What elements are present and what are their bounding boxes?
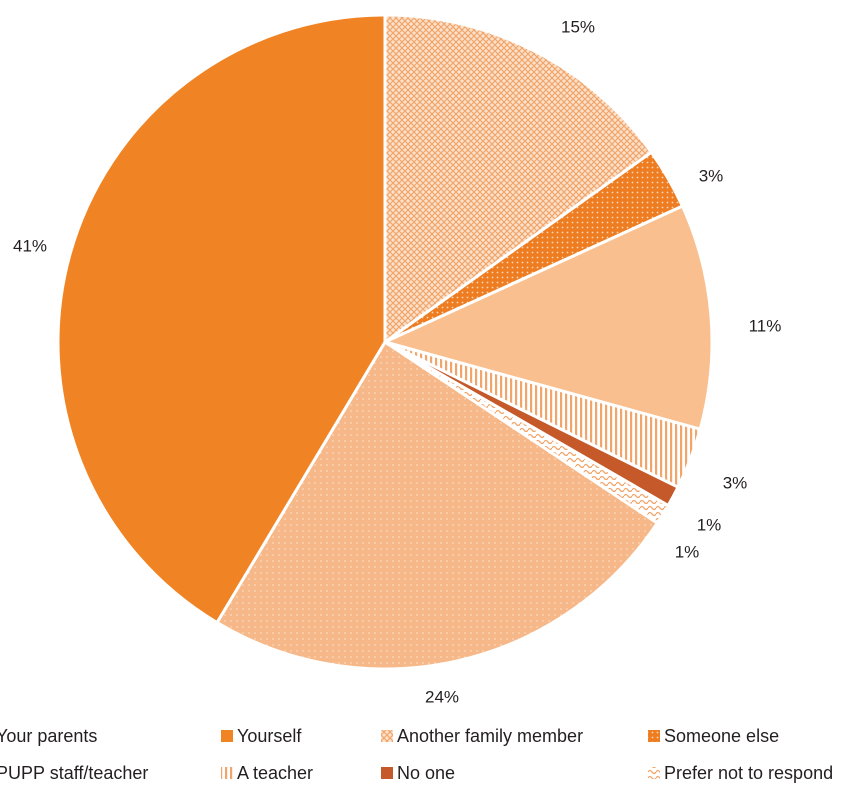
legend-item-another-family-member: Another family member xyxy=(381,726,583,746)
legend-label-no-one: No one xyxy=(397,763,455,783)
legend-swatch-a-teacher xyxy=(221,767,233,779)
data-label-prefer-not-to-respond: 1% xyxy=(675,542,700,561)
data-label-another-family-member: 15% xyxy=(561,17,595,36)
pie-labels: 15% 3% 11% 3% 1% 1% 24% 41% xyxy=(13,17,781,706)
legend-item-yourself: Yourself xyxy=(221,726,302,746)
legend-item-no-one: No one xyxy=(381,763,455,783)
slice-your-parents xyxy=(214,339,660,671)
legend-label-someone-else: Someone else xyxy=(664,726,779,746)
legend-item-prefer-not-to-respond: Prefer not to respond xyxy=(648,763,833,783)
data-label-a-teacher: 3% xyxy=(723,473,748,492)
legend: Your parents Yourself Another family membe… xyxy=(0,726,833,783)
legend-swatch-someone-else xyxy=(648,730,660,742)
data-label-yourself: 41% xyxy=(13,236,47,255)
data-label-someone-else: 3% xyxy=(699,166,724,185)
legend-swatch-prefer-not-to-respond xyxy=(648,767,660,779)
legend-label-prefer-not-to-respond: Prefer not to respond xyxy=(664,763,833,783)
legend-swatch-no-one xyxy=(381,767,393,779)
legend-label-yourself: Yourself xyxy=(237,726,302,746)
legend-swatch-another-family-member xyxy=(381,730,393,742)
legend-label-a-teacher: A teacher xyxy=(237,763,313,783)
slice-another-family-member xyxy=(383,13,654,345)
data-label-pupp-staff-teacher: 11% xyxy=(749,316,782,335)
legend-item-your-parents: Your parents xyxy=(0,726,97,746)
legend-swatch-yourself xyxy=(221,730,233,742)
legend-item-pupp-staff-teacher: PUPP staff/teacher xyxy=(0,763,148,783)
data-label-your-parents: 24% xyxy=(425,687,459,706)
pie-slices xyxy=(56,13,714,671)
legend-item-a-teacher: A teacher xyxy=(221,763,313,783)
slice-pupp-staff-teacher xyxy=(380,204,714,431)
legend-label-pupp-staff-teacher: PUPP staff/teacher xyxy=(0,763,148,783)
legend-label-your-parents: Your parents xyxy=(0,726,97,746)
data-label-no-one: 1% xyxy=(697,515,722,534)
legend-item-someone-else: Someone else xyxy=(648,726,779,746)
slice-yourself xyxy=(56,13,387,625)
legend-label-another-family-member: Another family member xyxy=(397,726,583,746)
